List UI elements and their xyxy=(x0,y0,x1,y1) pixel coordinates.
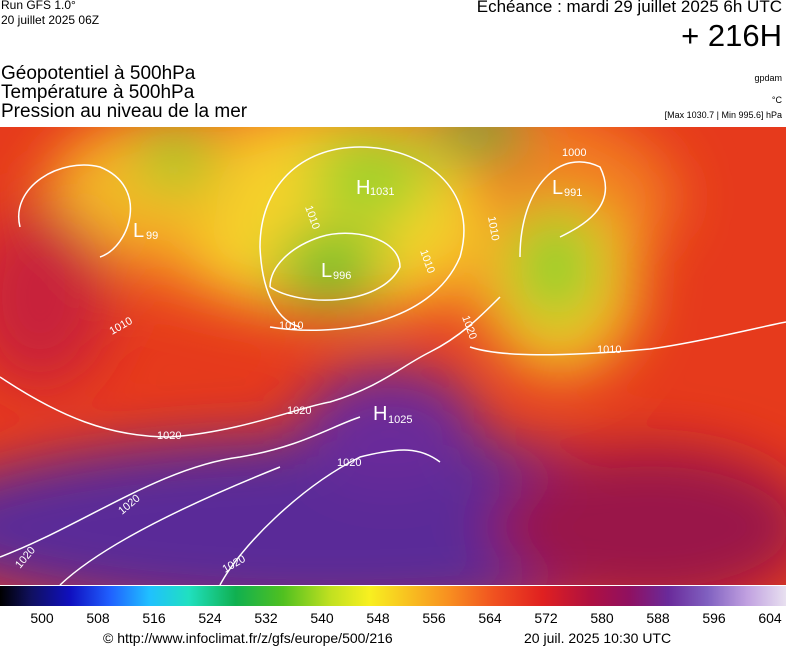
title: Température à 500hPa xyxy=(1,82,195,103)
scale-label: 572 xyxy=(534,610,558,626)
center-symbol: L xyxy=(133,220,144,242)
source: © http://www.infoclimat.fr/z/gfs/europe/… xyxy=(103,630,393,646)
scale-label: 524 xyxy=(198,610,222,626)
color-scale xyxy=(0,586,786,606)
scale-label: 532 xyxy=(254,610,278,626)
scale-label: 540 xyxy=(310,610,334,626)
center-value: 1025 xyxy=(388,414,412,426)
center-value: 996 xyxy=(333,270,351,282)
scale-label: 588 xyxy=(646,610,670,626)
scale-label: 548 xyxy=(366,610,390,626)
center-value: 991 xyxy=(564,187,582,199)
scale-label: 564 xyxy=(478,610,502,626)
unit: °C xyxy=(771,95,782,105)
scale-label: 596 xyxy=(702,610,726,626)
run-label: Run GFS 1.0° xyxy=(1,0,76,12)
isobar-label: 1010 xyxy=(485,215,501,241)
scale-label: 556 xyxy=(422,610,446,626)
unit: [Max 1030.7 | Min 995.6] hPa xyxy=(664,110,782,120)
center-symbol: L xyxy=(552,177,563,199)
center-value: 99 xyxy=(146,230,158,242)
forecast-time: Echéance : mardi 29 juillet 2025 6h UTC xyxy=(476,0,782,16)
isobars xyxy=(0,146,786,585)
title: Géopotentiel à 500hPa xyxy=(1,63,196,84)
isobar-label: 1000 xyxy=(562,147,586,159)
pressure-centers: H 1031 L 996 L 991 H 1025 L 99 xyxy=(133,177,582,426)
unit: gpdam xyxy=(754,73,782,83)
isobar-label: 1010 xyxy=(597,344,621,356)
isobar-label: 1020 xyxy=(157,430,181,442)
scale-label: 500 xyxy=(30,610,54,626)
center-symbol: H xyxy=(373,403,387,425)
isobar-label: 1010 xyxy=(279,320,303,332)
scale-label: 516 xyxy=(142,610,166,626)
lead-time: + 216H xyxy=(681,18,782,53)
center-value: 1031 xyxy=(370,186,394,198)
title: Pression au niveau de la mer xyxy=(1,101,248,122)
map: 1020 1020 1020 1020 1020 1020 1010 1010 … xyxy=(0,127,786,585)
scale-label: 508 xyxy=(86,610,110,626)
center-symbol: H xyxy=(356,177,370,199)
temperature-field xyxy=(0,127,786,585)
scale-label: 604 xyxy=(758,610,782,626)
run-date: 20 juillet 2025 06Z xyxy=(1,13,100,27)
center-symbol: L xyxy=(321,260,332,282)
isobar-label: 1020 xyxy=(287,405,311,417)
isobar-label: 1020 xyxy=(337,457,361,469)
generated-time: 20 juil. 2025 10:30 UTC xyxy=(524,630,672,646)
scale-label: 580 xyxy=(590,610,614,626)
